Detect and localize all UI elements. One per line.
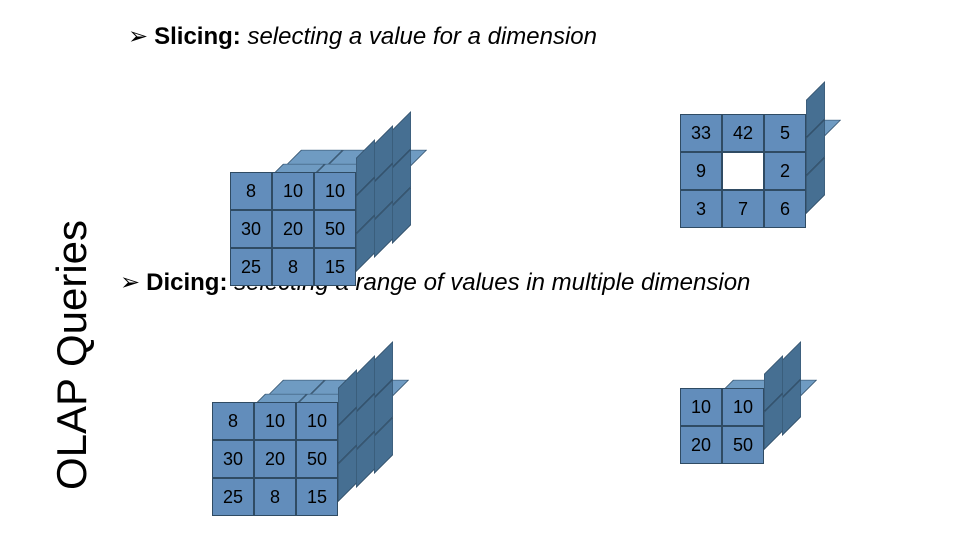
bullet-arrow-icon: ➢ xyxy=(128,22,148,51)
cube-cell: 7 xyxy=(722,190,764,228)
bullet-desc: selecting a value for a dimension xyxy=(241,23,597,50)
cube-cell: 15 xyxy=(314,248,356,286)
cube-slice: 33425 9 2 376 xyxy=(680,100,824,228)
cube-cell: 8 xyxy=(254,478,296,516)
cube-front: 33425 9 2 376 xyxy=(680,114,806,228)
cube-cell: 50 xyxy=(722,426,764,464)
cube-cell xyxy=(722,152,764,190)
cube-cell: 20 xyxy=(254,440,296,478)
cube-cell: 30 xyxy=(212,440,254,478)
cube-cell: 25 xyxy=(230,248,272,286)
side-title: OLAP Queries xyxy=(48,220,96,490)
cube-cell: 10 xyxy=(314,172,356,210)
cube-cell: 10 xyxy=(722,388,764,426)
cube-cell: 8 xyxy=(272,248,314,286)
cube-cell: 42 xyxy=(722,114,764,152)
cube-cell: 10 xyxy=(272,172,314,210)
cube-cell: 15 xyxy=(296,478,338,516)
cube-cell: 10 xyxy=(680,388,722,426)
bullet-arrow-icon: ➢ xyxy=(120,268,140,297)
cube-cell: 2 xyxy=(764,152,806,190)
cube-cell: 6 xyxy=(764,190,806,228)
cube-front: 8101030205025815 xyxy=(230,172,356,286)
cube-cell: 50 xyxy=(314,210,356,248)
cube-cell: 20 xyxy=(680,426,722,464)
cube-cube2: 8101030205025815 xyxy=(212,360,392,516)
cube-cell: 20 xyxy=(272,210,314,248)
cube-cell: 30 xyxy=(230,210,272,248)
cube-cell: 3 xyxy=(680,190,722,228)
cube-cube1: 8101030205025815 xyxy=(230,130,410,286)
cube-front: 8101030205025815 xyxy=(212,402,338,516)
cube-cell: 10 xyxy=(254,402,296,440)
bullet-label: Dicing: xyxy=(146,269,227,296)
cube-cell: 8 xyxy=(230,172,272,210)
cube-cell: 50 xyxy=(296,440,338,478)
cube-dice: 10102050 xyxy=(680,360,800,464)
cube-cell: 9 xyxy=(680,152,722,190)
cube-front: 10102050 xyxy=(680,388,764,464)
cube-cell: 33 xyxy=(680,114,722,152)
bullet-slicing: ➢ Slicing: selecting a value for a dimen… xyxy=(128,22,597,51)
cube-cell: 10 xyxy=(296,402,338,440)
cube-cell: 5 xyxy=(764,114,806,152)
cube-cell: 25 xyxy=(212,478,254,516)
bullet-label: Slicing: xyxy=(154,23,241,50)
cube-cell: 8 xyxy=(212,402,254,440)
bullet-dicing: ➢ Dicing: selecting a range of values in… xyxy=(120,268,750,297)
